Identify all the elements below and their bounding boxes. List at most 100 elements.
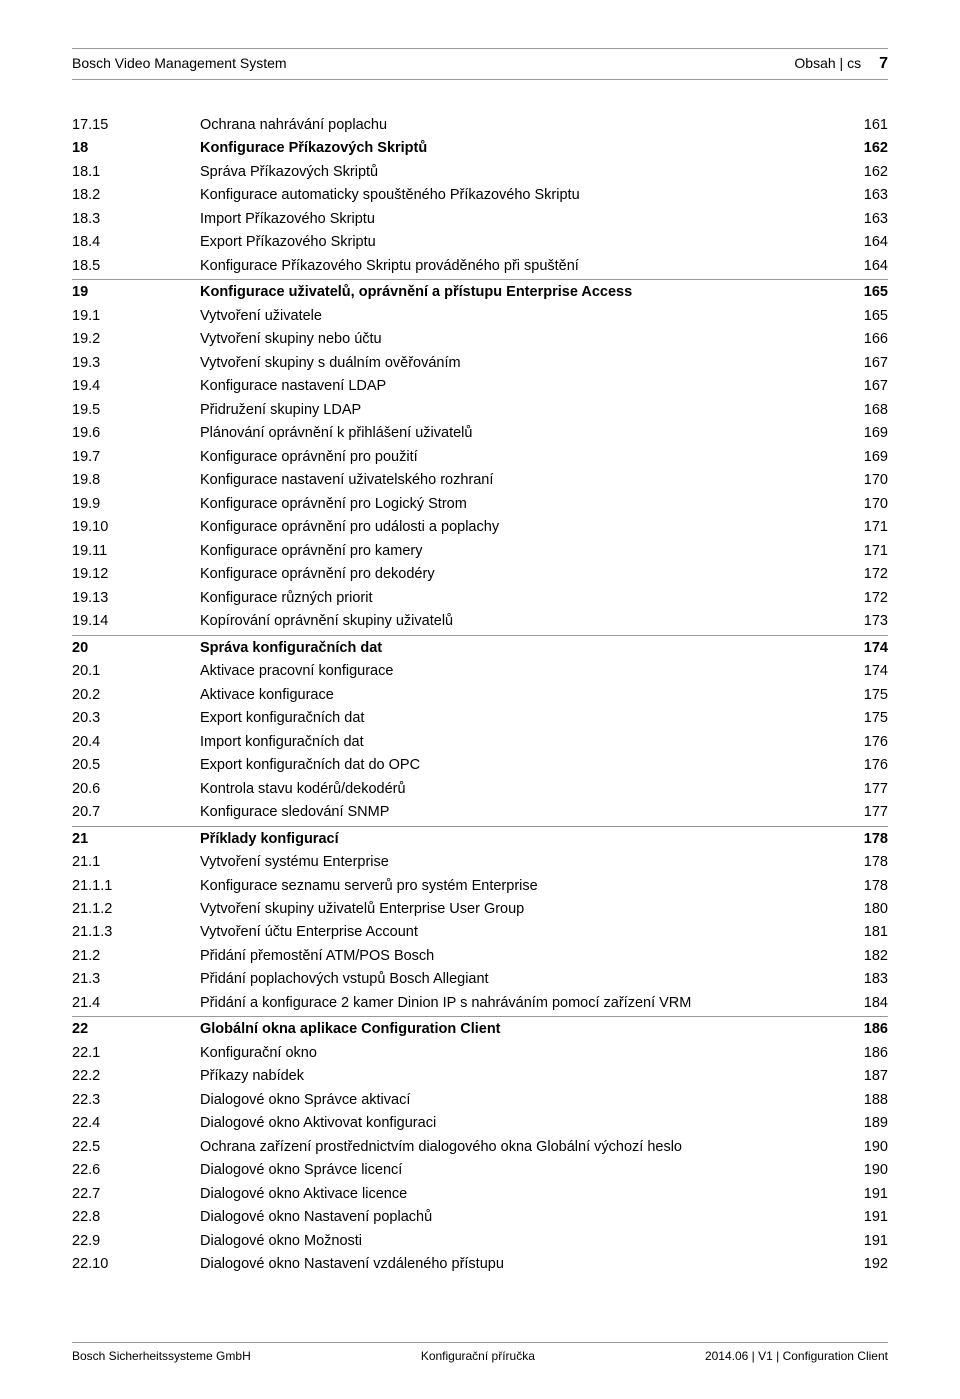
toc-page: 182: [838, 945, 888, 968]
toc-number: 20.3: [72, 707, 200, 730]
toc-number: 20.6: [72, 778, 200, 801]
toc-number: 22.6: [72, 1159, 200, 1182]
toc-title: Konfigurace nastavení uživatelského rozh…: [200, 469, 838, 492]
toc-number: 18.5: [72, 255, 200, 278]
toc-row: 19.10Konfigurace oprávnění pro události …: [72, 516, 888, 539]
toc-page: 192: [838, 1253, 888, 1276]
toc-title: Dialogové okno Správce aktivací: [200, 1089, 838, 1112]
toc-page: 191: [838, 1230, 888, 1253]
toc-number: 19.9: [72, 493, 200, 516]
toc-number: 20.7: [72, 801, 200, 824]
toc-row: 21.1.3Vytvoření účtu Enterprise Account1…: [72, 921, 888, 944]
toc-page: 177: [838, 801, 888, 824]
toc-number: 19.5: [72, 399, 200, 422]
toc-title: Přidání a konfigurace 2 kamer Dinion IP …: [200, 992, 838, 1015]
toc-row: 21.1.1Konfigurace seznamu serverů pro sy…: [72, 875, 888, 898]
toc-title: Konfigurace různých priorit: [200, 587, 838, 610]
toc-title: Konfigurace oprávnění pro Logický Strom: [200, 493, 838, 516]
toc-row: 20Správa konfiguračních dat174: [72, 637, 888, 660]
toc-row: 21.4Přidání a konfigurace 2 kamer Dinion…: [72, 992, 888, 1015]
toc-separator: [72, 1016, 888, 1017]
toc-page: 172: [838, 587, 888, 610]
toc-number: 22.1: [72, 1042, 200, 1065]
toc-page: 186: [838, 1018, 888, 1041]
toc-title: Dialogové okno Správce licencí: [200, 1159, 838, 1182]
toc-title: Dialogové okno Nastavení vzdáleného přís…: [200, 1253, 838, 1276]
page-footer: Bosch Sicherheitssysteme GmbH Konfigurač…: [72, 1326, 888, 1363]
toc-number: 20.2: [72, 684, 200, 707]
toc-page: 169: [838, 422, 888, 445]
toc-row: 19.5Přidružení skupiny LDAP168: [72, 399, 888, 422]
toc-number: 22: [72, 1018, 200, 1041]
toc-page: 170: [838, 469, 888, 492]
toc-row: 19.6Plánování oprávnění k přihlášení uži…: [72, 422, 888, 445]
toc-number: 22.8: [72, 1206, 200, 1229]
toc-page: 180: [838, 898, 888, 921]
toc-title: Správa konfiguračních dat: [200, 637, 838, 660]
toc-title: Konfigurace Příkazového Skriptu prováděn…: [200, 255, 838, 278]
toc-page: 176: [838, 731, 888, 754]
toc-separator: [72, 826, 888, 827]
toc-number: 19.7: [72, 446, 200, 469]
toc-page: 162: [838, 161, 888, 184]
toc-number: 22.3: [72, 1089, 200, 1112]
toc-number: 21.1.3: [72, 921, 200, 944]
toc-number: 22.10: [72, 1253, 200, 1276]
toc-title: Vytvoření skupiny s duálním ověřováním: [200, 352, 838, 375]
toc-number: 21.4: [72, 992, 200, 1015]
toc-number: 21.1: [72, 851, 200, 874]
toc-page: 164: [838, 255, 888, 278]
toc-title: Import konfiguračních dat: [200, 731, 838, 754]
toc-separator: [72, 635, 888, 636]
toc-row: 22.4Dialogové okno Aktivovat konfiguraci…: [72, 1112, 888, 1135]
toc-number: 18.1: [72, 161, 200, 184]
toc-page: 186: [838, 1042, 888, 1065]
toc-title: Příklady konfigurací: [200, 828, 838, 851]
toc-title: Vytvoření účtu Enterprise Account: [200, 921, 838, 944]
toc-number: 22.5: [72, 1136, 200, 1159]
toc-page: 189: [838, 1112, 888, 1135]
toc-title: Plánování oprávnění k přihlášení uživate…: [200, 422, 838, 445]
toc-row: 19.4Konfigurace nastavení LDAP167: [72, 375, 888, 398]
toc-number: 18: [72, 137, 200, 160]
toc-page: 166: [838, 328, 888, 351]
header-right: Obsah | cs 7: [794, 55, 888, 73]
toc-row: 21.1Vytvoření systému Enterprise178: [72, 851, 888, 874]
toc-page: 167: [838, 375, 888, 398]
toc-number: 17.15: [72, 114, 200, 137]
toc-title: Kontrola stavu kodérů/dekodérů: [200, 778, 838, 801]
toc-row: 20.6Kontrola stavu kodérů/dekodérů177: [72, 778, 888, 801]
toc-page: 188: [838, 1089, 888, 1112]
toc-row: 19.14Kopírování oprávnění skupiny uživat…: [72, 610, 888, 633]
toc-row: 21Příklady konfigurací178: [72, 828, 888, 851]
page-header: Bosch Video Management System Obsah | cs…: [72, 53, 888, 79]
toc-number: 19.13: [72, 587, 200, 610]
toc-title: Globální okna aplikace Configuration Cli…: [200, 1018, 838, 1041]
toc-page: 178: [838, 875, 888, 898]
toc-title: Export konfiguračních dat do OPC: [200, 754, 838, 777]
toc-number: 19.8: [72, 469, 200, 492]
toc-title: Konfigurace oprávnění pro dekodéry: [200, 563, 838, 586]
footer-center: Konfigurační příručka: [421, 1349, 535, 1363]
toc-row: 20.3Export konfiguračních dat175: [72, 707, 888, 730]
toc-title: Export konfiguračních dat: [200, 707, 838, 730]
toc-row: 19.2Vytvoření skupiny nebo účtu166: [72, 328, 888, 351]
toc-row: 20.2Aktivace konfigurace175: [72, 684, 888, 707]
toc-page: 169: [838, 446, 888, 469]
toc-number: 19.14: [72, 610, 200, 633]
toc-row: 22.5Ochrana zařízení prostřednictvím dia…: [72, 1136, 888, 1159]
toc-row: 21.2Přidání přemostění ATM/POS Bosch182: [72, 945, 888, 968]
toc-number: 22.4: [72, 1112, 200, 1135]
toc-number: 20.5: [72, 754, 200, 777]
toc-title: Přidání poplachových vstupů Bosch Allegi…: [200, 968, 838, 991]
toc-title: Aktivace pracovní konfigurace: [200, 660, 838, 683]
toc-title: Kopírování oprávnění skupiny uživatelů: [200, 610, 838, 633]
toc-page: 170: [838, 493, 888, 516]
toc-row: 19.7Konfigurace oprávnění pro použití169: [72, 446, 888, 469]
toc-row: 20.1Aktivace pracovní konfigurace174: [72, 660, 888, 683]
toc-title: Aktivace konfigurace: [200, 684, 838, 707]
toc-row: 19.9Konfigurace oprávnění pro Logický St…: [72, 493, 888, 516]
toc-row: 22.3Dialogové okno Správce aktivací188: [72, 1089, 888, 1112]
toc-number: 21.1.2: [72, 898, 200, 921]
toc-title: Konfigurace oprávnění pro události a pop…: [200, 516, 838, 539]
